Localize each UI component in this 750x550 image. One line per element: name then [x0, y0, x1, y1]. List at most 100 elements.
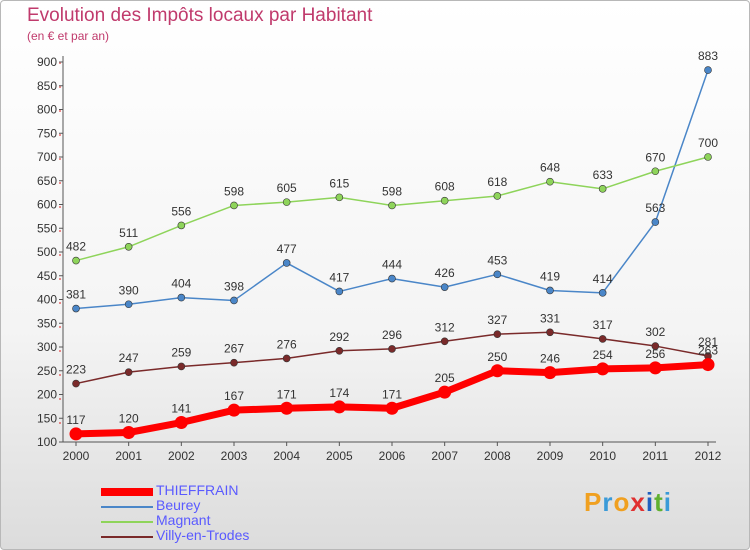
data-label: 327 [487, 313, 507, 327]
chart-subtitle: (en € et par an) [27, 29, 110, 43]
data-label: 598 [224, 184, 244, 198]
data-label: 404 [171, 277, 191, 291]
x-tick-label: 2001 [115, 449, 142, 463]
x-tick-label: 2010 [589, 449, 616, 463]
data-point [651, 167, 660, 176]
data-point [493, 270, 502, 279]
data-point [440, 283, 449, 291]
data-label: 426 [435, 266, 455, 280]
data-point [282, 354, 291, 363]
y-tick-label: 350 [37, 316, 57, 330]
data-label: 317 [593, 318, 613, 332]
data-point [332, 400, 346, 414]
legend-label: Beurey [156, 497, 201, 513]
data-label: 263 [698, 344, 718, 358]
data-label: 254 [593, 348, 613, 362]
data-point [335, 287, 344, 296]
x-tick-label: 2008 [484, 449, 511, 463]
data-label: 292 [329, 330, 349, 344]
x-tick-label: 2007 [431, 449, 458, 463]
data-label: 312 [435, 320, 455, 334]
data-label: 171 [277, 387, 297, 401]
data-label: 633 [593, 168, 613, 182]
x-tick-label: 2002 [168, 449, 195, 463]
y-tick-label: 700 [37, 150, 57, 164]
legend-swatch [101, 488, 153, 496]
data-label: 598 [382, 184, 402, 198]
data-point [335, 193, 344, 202]
y-tick-label: 750 [37, 126, 57, 140]
legend-label: Magnant [156, 512, 211, 528]
data-label: 615 [329, 176, 349, 190]
data-label: 453 [487, 253, 507, 267]
data-point [440, 196, 449, 205]
data-label: 259 [171, 345, 191, 359]
data-label: 390 [119, 283, 139, 297]
data-point [651, 342, 660, 350]
data-label: 398 [224, 279, 244, 293]
data-label: 331 [540, 311, 560, 325]
data-point [704, 66, 712, 74]
data-label: 563 [645, 201, 665, 215]
logo-letter: i [645, 487, 655, 517]
data-point [124, 368, 133, 376]
x-tick-label: 2003 [221, 449, 248, 463]
data-point [230, 296, 238, 305]
data-label: 246 [540, 352, 560, 366]
data-point [438, 385, 452, 399]
data-point [701, 358, 715, 372]
data-label: 223 [66, 363, 86, 377]
data-point [490, 364, 504, 378]
data-label: 556 [171, 204, 191, 218]
logo-letter: i [663, 487, 672, 517]
y-tick-label: 200 [37, 388, 57, 402]
data-point [493, 330, 502, 338]
y-tick-label: 600 [37, 198, 57, 212]
legend-label: THIEFFRAIN [156, 482, 239, 498]
data-label: 700 [698, 136, 718, 150]
logo-letter: t [654, 487, 664, 517]
data-label: 883 [698, 49, 718, 63]
x-tick-label: 2005 [326, 449, 353, 463]
x-tick-label: 2012 [695, 449, 722, 463]
y-tick-label: 650 [37, 174, 57, 188]
data-point [177, 293, 186, 302]
proxiti-logo: Proxiti [584, 487, 672, 518]
x-tick-label: 2009 [537, 449, 564, 463]
y-tick-label: 150 [37, 411, 57, 425]
data-label: 648 [540, 161, 560, 175]
logo-letter: P [584, 487, 603, 517]
data-label: 276 [277, 337, 297, 351]
data-label: 117 [66, 413, 85, 427]
data-point [177, 362, 186, 371]
data-label: 281 [698, 335, 718, 349]
data-label: 302 [645, 325, 665, 339]
data-label: 670 [645, 150, 665, 164]
data-point [546, 177, 554, 186]
data-label: 174 [329, 386, 349, 400]
y-tick-label: 900 [37, 55, 57, 69]
data-point [388, 201, 396, 210]
y-tick-label: 250 [37, 364, 57, 378]
data-label: 419 [540, 269, 560, 283]
data-label: 171 [382, 387, 402, 401]
axes [59, 56, 716, 443]
data-point [72, 256, 80, 265]
data-point [282, 259, 291, 267]
data-point [385, 401, 399, 415]
data-label: 511 [119, 226, 138, 240]
legend-swatch [101, 521, 153, 523]
y-tick-label: 800 [37, 103, 57, 117]
data-label: 477 [277, 242, 297, 256]
data-point [72, 379, 80, 388]
data-label: 381 [66, 288, 86, 302]
data-label: 267 [224, 342, 244, 356]
data-point [440, 337, 449, 346]
data-label: 250 [487, 350, 507, 364]
data-point [230, 358, 238, 367]
series-lines [75, 69, 709, 438]
data-points [69, 66, 715, 441]
data-label: 167 [224, 389, 244, 403]
y-tick-label: 450 [37, 269, 57, 283]
